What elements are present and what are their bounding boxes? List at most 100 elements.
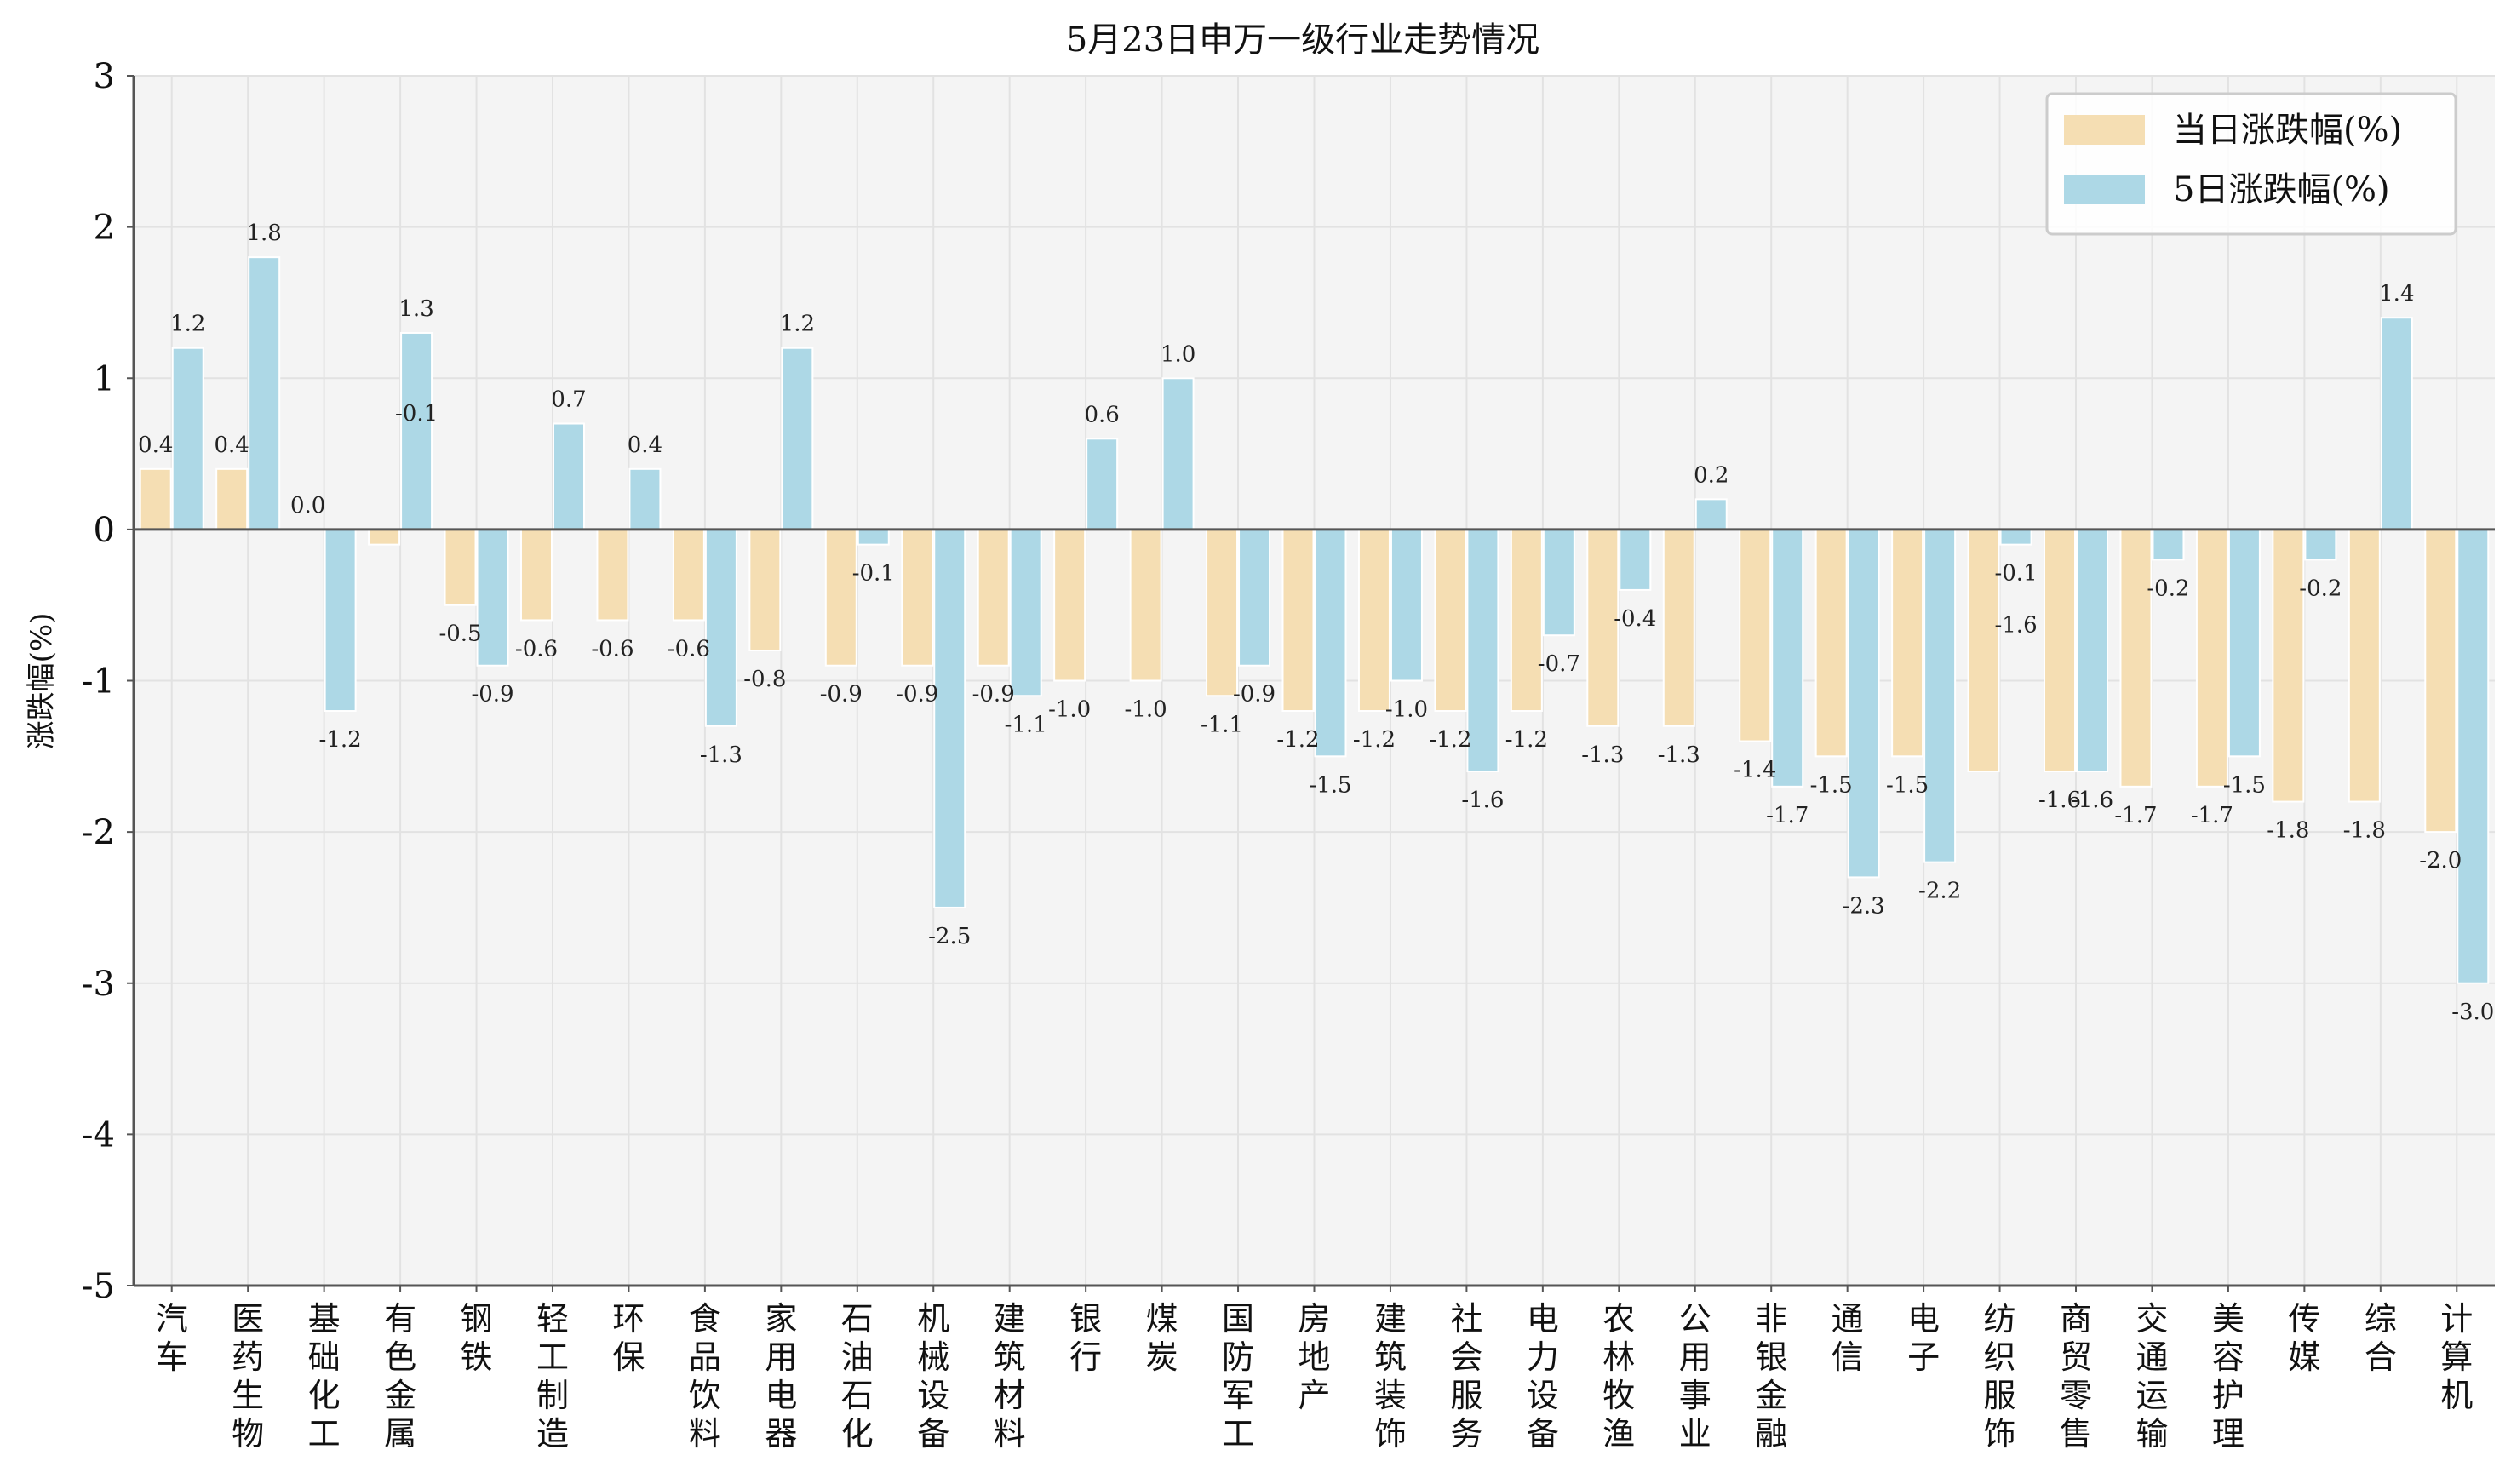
x-tick-label: 通信 [1832,1300,1864,1376]
bars [139,256,2490,984]
data-label: -0.1 [1994,561,2037,587]
data-label: -3.0 [2451,1000,2494,1025]
bar-5day [1161,377,1195,530]
data-label: -1.3 [1581,742,1624,768]
data-label: -0.6 [668,636,710,662]
y-tick-label: -4 [82,1115,115,1155]
bar-daily [1281,528,1315,713]
x-tick-label: 电力设备 [1527,1300,1559,1452]
x-tick-label: 综合 [2365,1300,2397,1376]
x-tick-label: 国防军工 [1222,1300,1254,1452]
data-label: 1.2 [170,312,205,337]
x-tick-label: 社会服务 [1450,1300,1482,1452]
data-label: 0.4 [628,433,662,458]
bar-daily [1129,528,1162,682]
bar-5day [628,467,662,530]
data-label: -0.1 [395,401,438,427]
bar-5day [1086,438,1119,530]
data-label: -2.2 [1918,879,1961,904]
data-label: -2.0 [2419,848,2462,874]
bar-daily [1206,528,1239,697]
data-label: -0.1 [852,561,895,587]
data-label: -0.6 [591,636,633,662]
bar-daily [444,528,477,606]
data-label: 0.0 [290,493,325,519]
x-tick-label: 石油石化 [841,1300,874,1452]
x-tick-label: 非银金融 [1755,1300,1787,1452]
data-label: -0.6 [515,636,558,662]
x-tick-label: 家用电器 [765,1300,797,1452]
data-label: -1.2 [1353,727,1396,753]
x-tick-label: 机械设备 [917,1300,949,1452]
data-label: -1.8 [2343,818,2386,844]
x-tick-label: 公用事业 [1679,1300,1711,1452]
data-label: -1.2 [319,727,362,753]
bar-daily [1434,528,1467,713]
x-tick-label: 交通运输 [2135,1300,2168,1452]
bar-5day [324,528,357,713]
data-label: 0.2 [1694,462,1728,488]
bar-5day [1466,528,1499,773]
bar-daily [2272,528,2305,803]
bar-daily [139,467,172,530]
data-label: -1.2 [1276,727,1319,753]
data-label: -1.3 [1658,742,1700,768]
bar-daily [368,528,401,546]
bar-5day [2304,528,2337,561]
data-label: -1.0 [1125,697,1167,723]
bar-5day [1771,528,1804,788]
x-tick-label: 建筑材料 [994,1300,1026,1452]
bar-daily [519,528,553,622]
data-labels: 0.4 0.4 0.0 -0.5 -0.6 -0.6 -0.6 -0.8 -0.9 -0.9 -0.… [138,221,2494,1025]
data-label: -0.2 [2299,576,2342,601]
data-label: -0.2 [2147,576,2189,601]
bar-5day [1542,528,1575,637]
bar-daily [901,528,934,667]
bar-5day [1009,528,1042,697]
legend-label: 当日涨跌幅(%) [2173,111,2402,150]
legend: 当日涨跌幅(%) 5日涨跌幅(%) [2045,92,2457,236]
data-label: -0.9 [896,682,938,708]
data-label: -0.9 [820,682,863,708]
bar-daily [215,467,249,530]
bar-5day [171,347,204,530]
data-label: 0.4 [214,433,249,458]
bar-5day [400,331,433,530]
bar-5day [1847,528,1880,879]
x-tick-label: 环保 [612,1300,645,1376]
y-tick-label: 2 [94,209,115,248]
y-tick-label: -2 [82,813,115,852]
data-label: -1.2 [1505,727,1548,753]
x-tick-label: 农林牧渔 [1602,1300,1635,1452]
data-label: -1.6 [2038,788,2081,813]
bar-daily [1891,528,1924,758]
data-label: 1.3 [398,296,433,322]
bar-daily [824,528,857,667]
y-axis-label: 涨跌幅(%) [25,613,59,750]
bar-5day [2227,528,2261,758]
x-tick-label: 食品饮料 [689,1300,721,1452]
bar-5day [1238,528,1271,667]
data-label: 1.4 [2379,281,2414,307]
bar-5day [248,256,281,530]
data-label: -2.5 [928,924,971,949]
data-label: -1.4 [1734,758,1776,783]
bar-daily [1739,528,1772,742]
bar-5day [2076,528,2109,773]
bar-daily [1662,528,1695,727]
x-tick-label: 轻工制造 [536,1300,569,1452]
data-label: 1.2 [780,312,815,337]
x-tick-labels: 汽车 医药生物 基础化工 有色金属 钢铁 轻工制造 环保 食品饮料 家用电器 石油石化 机械设备 建筑… [156,1286,2473,1452]
data-label: -1.5 [1309,772,1351,798]
data-label: -1.1 [1201,712,1243,737]
data-label: -1.1 [1005,712,1047,737]
data-label: -1.5 [2223,772,2266,798]
x-tick-label: 房地产 [1298,1300,1330,1414]
data-label: -1.5 [1886,772,1929,798]
chart-title: 5月23日申万一级行业走势情况 [1066,20,1539,60]
data-label: -1.6 [2071,788,2113,813]
legend-swatch-daily [2064,115,2145,145]
data-label: 0.7 [551,387,586,413]
bar-5day [1390,528,1423,682]
